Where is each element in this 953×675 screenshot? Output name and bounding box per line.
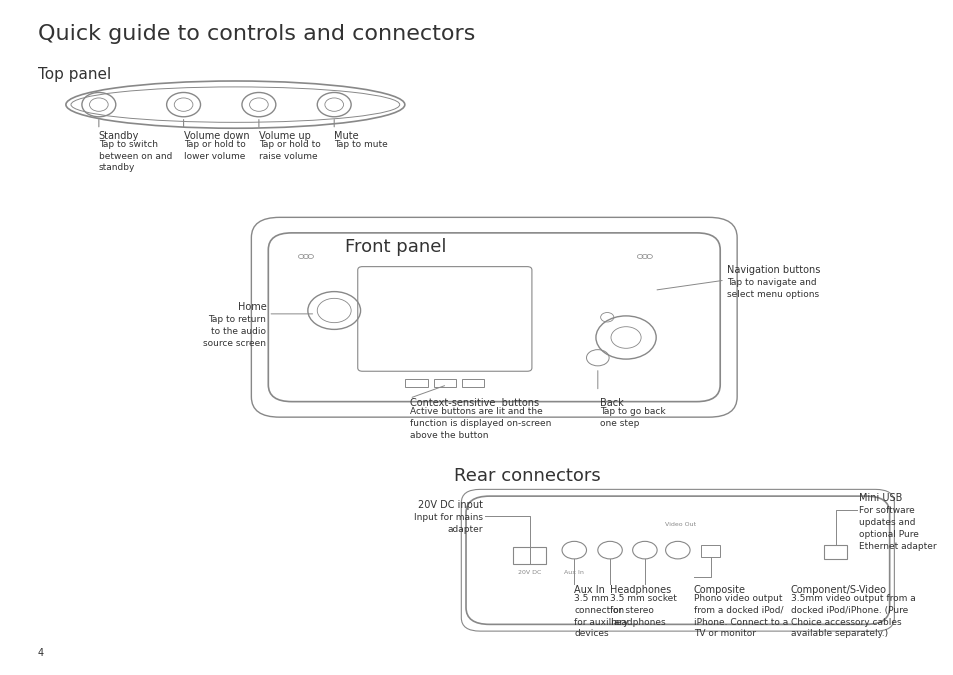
Text: Tap or hold to
lower volume: Tap or hold to lower volume [183,140,245,161]
Text: Volume up: Volume up [258,131,311,141]
Text: Tap to switch
between on and
standby: Tap to switch between on and standby [99,140,172,172]
Text: Headphones: Headphones [609,585,671,595]
Text: 20V DC: 20V DC [517,570,540,575]
Text: Aux In: Aux In [574,585,604,595]
Text: Volume down: Volume down [183,131,249,141]
Text: 3.5mm video output from a
docked iPod/iPhone. (Pure
Choice accessory cables
avai: 3.5mm video output from a docked iPod/iP… [790,594,915,639]
Text: Back: Back [599,398,623,408]
Bar [405,379,428,387]
Text: For software
updates and
optional Pure
Ethernet adapter: For software updates and optional Pure E… [858,506,935,551]
Text: Input for mains
adapter: Input for mains adapter [414,513,482,534]
Text: Standby: Standby [99,131,139,141]
Text: 20V DC input: 20V DC input [417,500,482,510]
Text: Mute: Mute [334,131,358,141]
Text: Video Out: Video Out [664,522,695,526]
Text: Phono video output
from a docked iPod/
iPhone. Connect to a
TV or monitor: Phono video output from a docked iPod/ i… [693,594,787,639]
Text: Active buttons are lit and the
function is displayed on-screen
above the button: Active buttons are lit and the function … [409,407,550,439]
Text: Tap to go back
one step: Tap to go back one step [599,407,664,428]
Text: Tap to navigate and
select menu options: Tap to navigate and select menu options [726,278,818,299]
Bar [461,379,484,387]
Text: Rear connectors: Rear connectors [454,467,600,485]
Text: Home: Home [237,302,266,312]
Text: Front panel: Front panel [344,238,446,256]
Bar [822,545,846,559]
Text: Tap to mute: Tap to mute [334,140,388,148]
Bar [513,547,545,564]
Text: Aux In: Aux In [564,570,583,575]
Text: Context-sensitive  buttons: Context-sensitive buttons [409,398,538,408]
Text: 3.5 mm socket
for stereo
headphones: 3.5 mm socket for stereo headphones [609,594,677,626]
Text: 4: 4 [37,648,44,658]
Text: Top panel: Top panel [37,68,111,82]
Text: Tap or hold to
raise volume: Tap or hold to raise volume [258,140,320,161]
Bar [700,545,720,557]
Text: Component/S-Video: Component/S-Video [790,585,886,595]
Text: Composite: Composite [693,585,745,595]
Bar [433,379,456,387]
Text: Tap to return
to the audio
source screen: Tap to return to the audio source screen [203,315,266,348]
Text: Quick guide to controls and connectors: Quick guide to controls and connectors [37,24,475,44]
Text: 3.5 mm
connection
for auxiliary
devices: 3.5 mm connection for auxiliary devices [574,594,628,639]
Text: Navigation buttons: Navigation buttons [726,265,820,275]
Text: Mini USB: Mini USB [858,493,901,503]
